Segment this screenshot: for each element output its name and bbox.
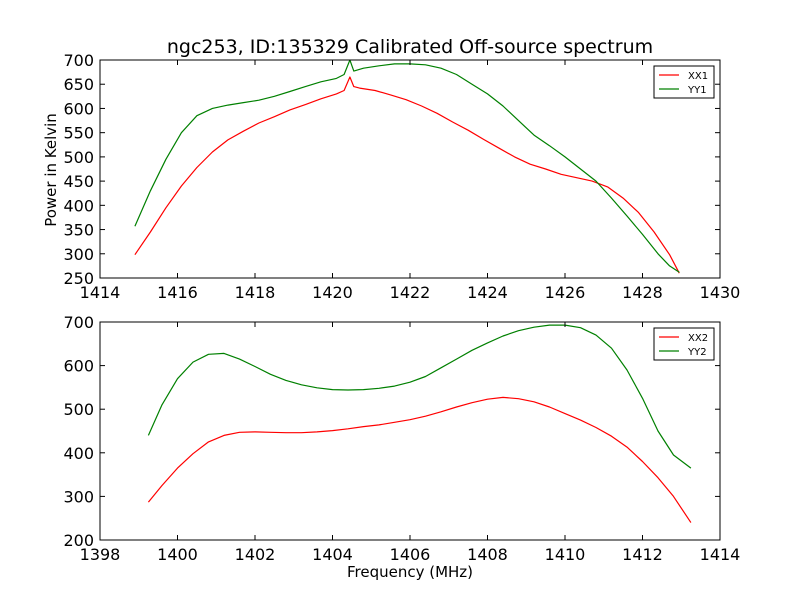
y-tick-label: 500: [63, 400, 94, 419]
x-tick-label: 1414: [700, 545, 741, 564]
bottom-plot-area: 1398 1400 1402 1404 1406 1408 1410 1412 1414 200 3…: [63, 313, 740, 564]
y-tick-label: 400: [63, 444, 94, 463]
y-tick-label: 600: [63, 99, 94, 118]
x-tick-label: 1412: [622, 545, 663, 564]
y-tick-label: 700: [63, 51, 94, 70]
chart-top-panel: ngc253, ID:135329 Calibrated Off-source …: [42, 36, 740, 302]
chart-title: ngc253, ID:135329 Calibrated Off-source …: [167, 36, 653, 58]
x-tick-label: 1398: [80, 545, 121, 564]
legend-label-yy1: YY1: [687, 85, 707, 96]
x-tick-label: 1426: [545, 283, 586, 302]
x-tick-label: 1416: [157, 283, 198, 302]
series-line-xx1: [134, 76, 680, 274]
y-tick-label: 600: [63, 357, 94, 376]
series-line-xx2: [147, 396, 692, 523]
x-tick-label: 1414: [80, 283, 121, 302]
x-tick-label: 1418: [235, 283, 276, 302]
y-tick-label: 700: [63, 313, 94, 332]
legend-box: [653, 65, 715, 99]
y-tick-label: 250: [63, 269, 94, 288]
x-tick-label: 1400: [157, 545, 198, 564]
x-tick-label: 1410: [545, 545, 586, 564]
x-tick-label: 1408: [467, 545, 508, 564]
x-tick-label: 1430: [700, 283, 741, 302]
y-tick-label: 500: [63, 148, 94, 167]
y-tick-label: 350: [63, 221, 94, 240]
chart-bottom-panel: Frequency (MHz) 1398 1400 1402 1404 1406 1408…: [63, 313, 740, 581]
plot-frame: [99, 59, 721, 279]
y-tick-label: 200: [63, 531, 94, 550]
series-line-yy1: [134, 60, 680, 273]
y-tick-label: 300: [63, 245, 94, 264]
y-tick-label: 550: [63, 124, 94, 143]
x-tick-label: 1406: [390, 545, 431, 564]
y-tick-label: 300: [63, 487, 94, 506]
x-tick-label: 1402: [235, 545, 276, 564]
y-axis-label: Power in Kelvin: [42, 113, 60, 227]
x-tick-label: 1404: [312, 545, 353, 564]
legend-box: [653, 327, 715, 361]
legend-label-yy2: YY2: [687, 347, 707, 358]
x-axis-label: Frequency (MHz): [347, 563, 473, 581]
x-tick-label: 1424: [467, 283, 508, 302]
y-tick-label: 650: [63, 75, 94, 94]
series-line-yy2: [147, 324, 692, 469]
legend-label-xx2: XX2: [688, 333, 708, 344]
y-tick-label: 400: [63, 196, 94, 215]
x-tick-label: 1422: [390, 283, 431, 302]
x-tick-label: 1428: [622, 283, 663, 302]
plot-frame: [99, 321, 721, 541]
y-tick-label: 450: [63, 172, 94, 191]
x-tick-label: 1420: [312, 283, 353, 302]
legend-label-xx1: XX1: [688, 71, 708, 82]
top-plot-area: 1414 1416 1418 1420 1422 1424 1426 1428 1430 250 3…: [63, 51, 740, 302]
